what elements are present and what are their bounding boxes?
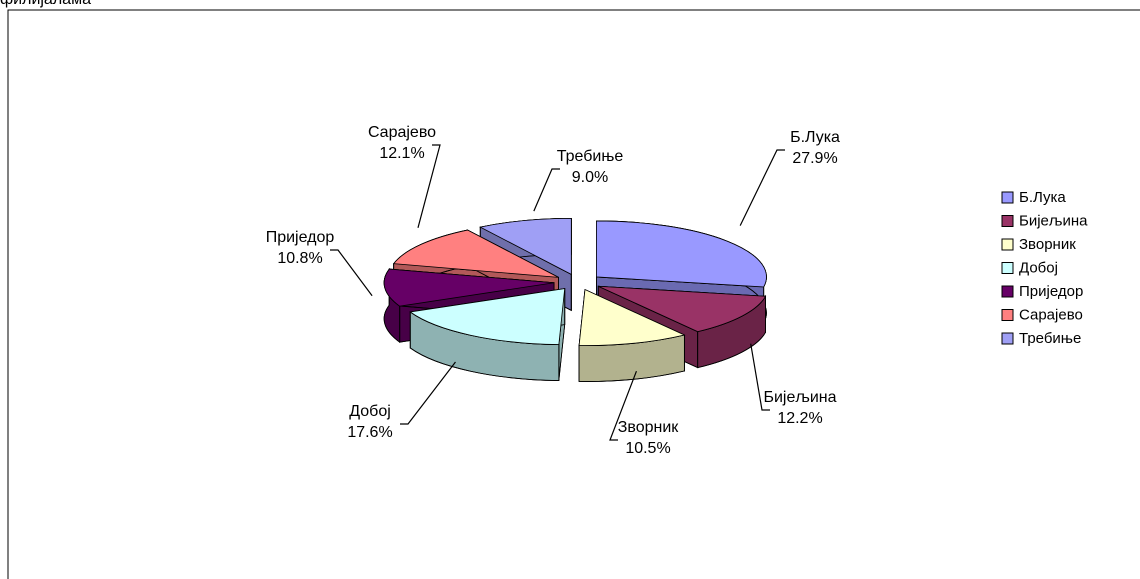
legend-swatch [1001, 285, 1014, 298]
pie-slice [383, 268, 555, 307]
leader-line [739, 149, 785, 226]
leader-line [400, 361, 456, 425]
legend-swatch [1001, 309, 1014, 321]
data-label-name: Б.Лука [790, 129, 840, 146]
legend-label: Сарајево [1019, 306, 1083, 323]
legend-swatch [1001, 191, 1014, 204]
legend-swatch [1001, 332, 1014, 345]
leader-line [533, 168, 560, 212]
pie-slice [392, 229, 559, 278]
data-label-name: Сарајево [368, 124, 436, 141]
data-label: 9.0% [572, 169, 608, 186]
data-label: 27.9% [792, 150, 837, 167]
data-label-name: Приједор [266, 229, 335, 246]
chart-border [7, 9, 1140, 579]
pie-slice [578, 288, 686, 346]
legend-label: Добој [1019, 259, 1058, 276]
legend-label: Б.Лука [1019, 189, 1066, 206]
legend-swatch [1001, 238, 1014, 251]
data-label-name: Зворник [618, 419, 680, 436]
legend-label: Зворник [1019, 236, 1076, 253]
legend-swatch [1001, 262, 1014, 274]
leader-line [330, 249, 373, 297]
leader-line [750, 343, 770, 411]
data-label: 10.5% [625, 440, 670, 457]
chart-title: филијалама [0, 0, 91, 8]
pie-slice [479, 218, 572, 276]
legend-label: Приједор [1019, 283, 1083, 300]
legend-swatch [1001, 215, 1014, 227]
data-label: 10.8% [277, 250, 322, 267]
pie-slice [598, 285, 767, 333]
legend-label: Требиње [1019, 330, 1081, 347]
data-label: 12.2% [777, 410, 822, 427]
data-label: 17.6% [347, 424, 392, 441]
legend-label: Бијељина [1019, 212, 1088, 229]
data-label-name: Требиње [557, 148, 624, 165]
leader-line [417, 144, 441, 228]
leader-line [609, 370, 638, 441]
data-label: 12.1% [379, 145, 424, 162]
data-label-name: Бијељина [763, 389, 836, 406]
pie-slice [596, 220, 767, 288]
data-label-name: Добој [349, 403, 391, 420]
pie-slice [409, 288, 566, 345]
